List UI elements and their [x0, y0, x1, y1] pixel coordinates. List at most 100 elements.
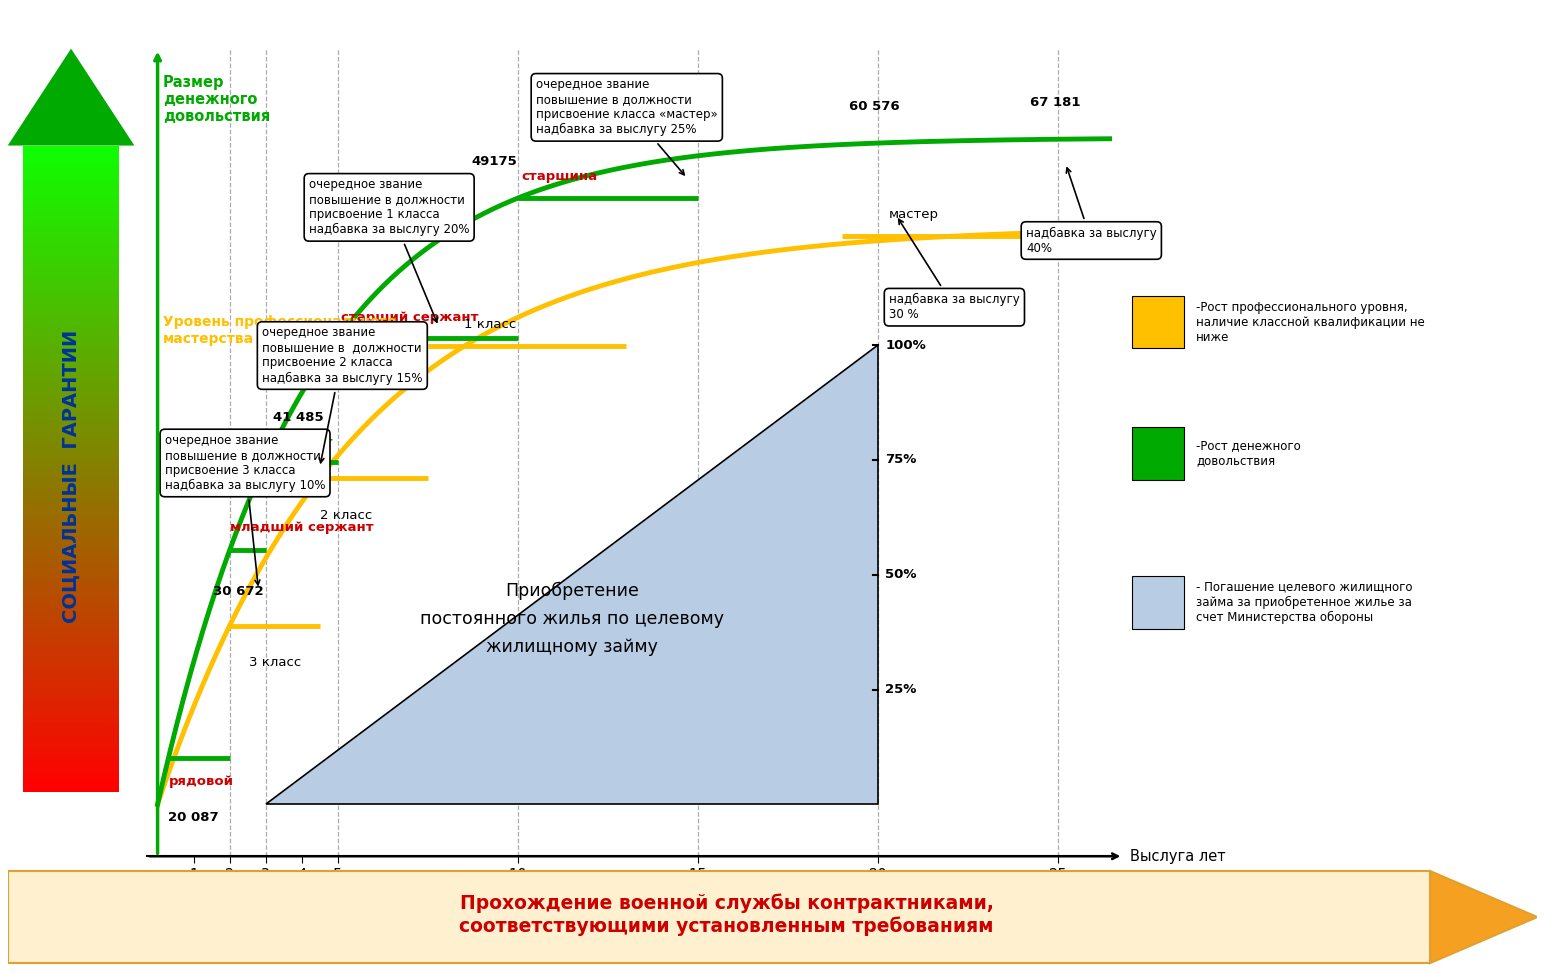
Bar: [23, 565, 119, 569]
Bar: [23, 443, 119, 446]
Bar: [23, 749, 119, 753]
Polygon shape: [1431, 871, 1537, 963]
Bar: [23, 352, 119, 355]
Bar: [23, 601, 119, 604]
Bar: [23, 455, 119, 459]
Bar: [23, 485, 119, 488]
Bar: [23, 523, 119, 526]
Text: очередное звание
повышение в должности
присвоение 3 класса
надбавка за выслугу 1: очередное звание повышение в должности п…: [165, 434, 326, 585]
Bar: [23, 252, 119, 255]
Bar: [23, 188, 119, 191]
Bar: [23, 362, 119, 365]
Bar: [23, 349, 119, 352]
Bar: [23, 731, 119, 734]
Bar: [23, 365, 119, 369]
Bar: [23, 659, 119, 663]
Bar: [23, 462, 119, 465]
Bar: [1132, 296, 1183, 348]
Bar: [23, 414, 119, 416]
Bar: [23, 773, 119, 775]
Bar: [23, 678, 119, 682]
Bar: [23, 675, 119, 678]
Text: Размер
денежного
довольствия: Размер денежного довольствия: [162, 75, 270, 125]
Text: -Рост профессионального уровня,
наличие классной квалификации не
ниже: -Рост профессионального уровня, наличие …: [1196, 301, 1424, 343]
Bar: [23, 291, 119, 294]
Bar: [23, 530, 119, 533]
Bar: [23, 327, 119, 330]
Bar: [23, 423, 119, 426]
Text: надбавка за выслугу
40%: надбавка за выслугу 40%: [1026, 168, 1157, 255]
Text: очередное звание
повышение в  должности
присвоение 2 класса
надбавка за выслугу : очередное звание повышение в должности п…: [263, 327, 423, 463]
Text: старшина: старшина: [522, 170, 598, 183]
Text: 49175: 49175: [471, 155, 516, 167]
Bar: [23, 517, 119, 521]
Bar: [23, 304, 119, 307]
Bar: [23, 420, 119, 423]
Bar: [23, 559, 119, 562]
Text: 75%: 75%: [885, 453, 916, 466]
Bar: [23, 714, 119, 717]
Bar: [23, 375, 119, 378]
Bar: [23, 763, 119, 766]
Text: надбавка за выслугу
30 %: надбавка за выслугу 30 %: [888, 219, 1020, 321]
Bar: [23, 621, 119, 624]
Bar: [23, 246, 119, 249]
Bar: [23, 255, 119, 259]
Text: -Рост денежного
довольствия: -Рост денежного довольствия: [1196, 440, 1301, 467]
Bar: [1132, 427, 1183, 480]
Bar: [23, 727, 119, 731]
Bar: [23, 526, 119, 530]
Bar: [23, 469, 119, 472]
Bar: [23, 775, 119, 778]
Bar: [23, 475, 119, 479]
Bar: [23, 698, 119, 702]
Bar: [23, 178, 119, 181]
Bar: [23, 663, 119, 666]
Bar: [23, 521, 119, 523]
Bar: [23, 543, 119, 546]
Text: 20 087: 20 087: [168, 811, 219, 824]
Bar: [23, 782, 119, 785]
Bar: [23, 436, 119, 440]
Bar: [23, 459, 119, 462]
Bar: [23, 394, 119, 398]
Bar: [23, 631, 119, 633]
Bar: [23, 504, 119, 507]
Bar: [23, 210, 119, 213]
Bar: [23, 310, 119, 313]
Text: 1 класс: 1 класс: [464, 318, 516, 331]
Bar: [23, 398, 119, 401]
Bar: [23, 220, 119, 223]
Text: Приобретение
постоянного жилья по целевому
жилищному займу: Приобретение постоянного жилья по целево…: [420, 582, 725, 656]
Bar: [23, 269, 119, 271]
Bar: [23, 624, 119, 627]
Bar: [23, 685, 119, 688]
Bar: [23, 223, 119, 227]
Text: 30 672: 30 672: [213, 585, 264, 597]
Bar: [23, 595, 119, 597]
Bar: [23, 666, 119, 668]
Bar: [23, 239, 119, 242]
Text: 60 576: 60 576: [850, 99, 901, 113]
Bar: [23, 769, 119, 773]
Bar: [23, 597, 119, 601]
Bar: [23, 162, 119, 165]
Bar: [23, 159, 119, 162]
Bar: [23, 788, 119, 792]
Bar: [23, 430, 119, 433]
Bar: [1132, 576, 1183, 629]
Bar: [23, 452, 119, 455]
Bar: [23, 198, 119, 200]
Bar: [23, 227, 119, 230]
Bar: [23, 165, 119, 168]
Bar: [23, 546, 119, 550]
Text: 41 485: 41 485: [273, 412, 323, 424]
Bar: [23, 288, 119, 291]
Text: - Погашение целевого жилищного
займа за приобретенное жилье за
счет Министерства: - Погашение целевого жилищного займа за …: [1196, 581, 1412, 624]
Bar: [23, 262, 119, 265]
Text: 25%: 25%: [885, 683, 916, 696]
Bar: [23, 640, 119, 643]
Bar: [23, 636, 119, 640]
Text: очередное звание
повышение в должности
присвоение 1 класса
надбавка за выслугу 2: очередное звание повышение в должности п…: [309, 178, 470, 322]
Bar: [23, 688, 119, 692]
